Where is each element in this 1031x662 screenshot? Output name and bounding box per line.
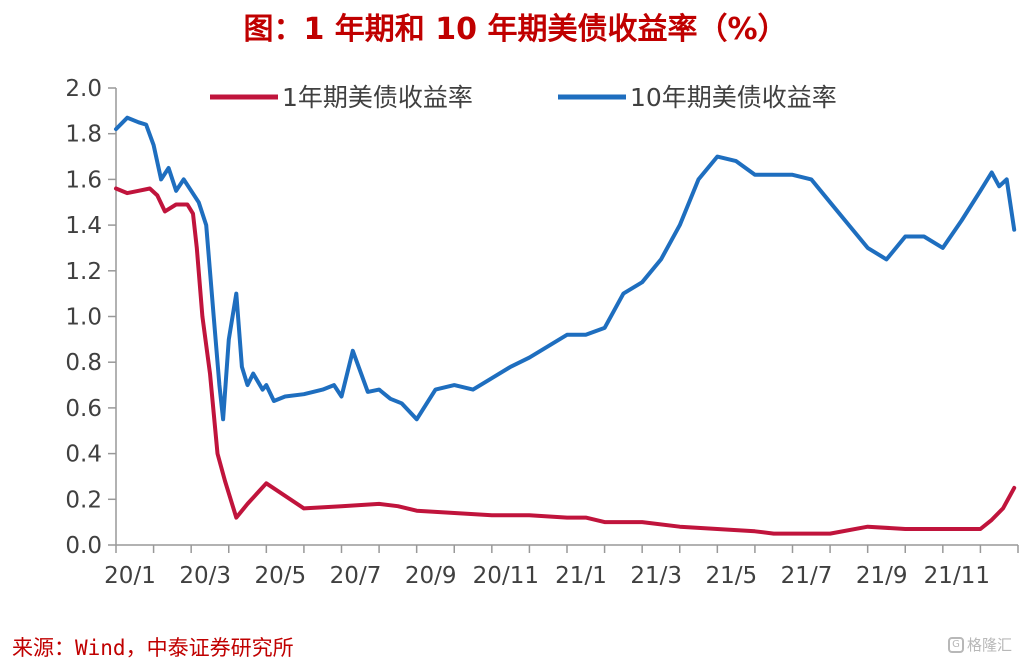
x-tick-label: 20/11 [473, 563, 539, 589]
x-tick-label: 20/7 [330, 563, 382, 589]
legend-label: 1年期美债收益率 [282, 83, 473, 112]
series-line-10y-yield [114, 115, 1017, 422]
y-tick-label: 1.8 [65, 122, 102, 148]
y-tick-label: 1.0 [65, 305, 102, 331]
watermark-text: 格隆汇 [967, 636, 1013, 654]
source-note: 来源：Wind，中泰证券研究所 [12, 636, 294, 660]
y-tick-label: 1.2 [65, 259, 102, 285]
legend: 1年期美债收益率 10年期美债收益率 [210, 83, 837, 112]
watermark: G 格隆汇 [948, 634, 1012, 655]
x-tick-label: 20/1 [104, 563, 156, 589]
x-tick-label: 21/11 [924, 563, 990, 589]
y-tick-label: 0.4 [65, 442, 102, 468]
x-tick-label: 21/1 [555, 563, 607, 589]
x-tick-label: 21/3 [630, 563, 682, 589]
y-tick-label: 0.0 [65, 533, 102, 559]
chart-title: 图：1 年期和 10 年期美债收益率（%） [243, 12, 788, 47]
x-tick-label: 21/5 [706, 563, 758, 589]
x-axis-ticks: 20/1 20/3 20/5 20/7 20/9 20/11 21/1 21/3 21/5 21/… [104, 545, 1019, 589]
y-axis-ticks: 0.0 0.2 0.4 0.6 0.8 1.0 1.2 1.4 1.6 1.8 2.0 [65, 76, 116, 559]
x-tick-label: 21/7 [781, 563, 833, 589]
y-tick-label: 0.6 [65, 396, 102, 422]
x-tick-label: 20/3 [179, 563, 231, 589]
watermark-logo-icon: G [948, 636, 964, 653]
x-tick-label: 20/9 [405, 563, 457, 589]
series-line-1y-yield [114, 186, 1017, 536]
x-tick-label: 20/5 [255, 563, 307, 589]
y-tick-label: 1.4 [65, 213, 102, 239]
y-tick-label: 1.6 [65, 167, 102, 193]
x-tick-label: 21/9 [856, 563, 908, 589]
legend-label: 10年期美债收益率 [630, 83, 837, 112]
y-tick-label: 2.0 [65, 76, 102, 102]
y-tick-label: 0.8 [65, 350, 102, 376]
y-tick-label: 0.2 [65, 487, 102, 513]
